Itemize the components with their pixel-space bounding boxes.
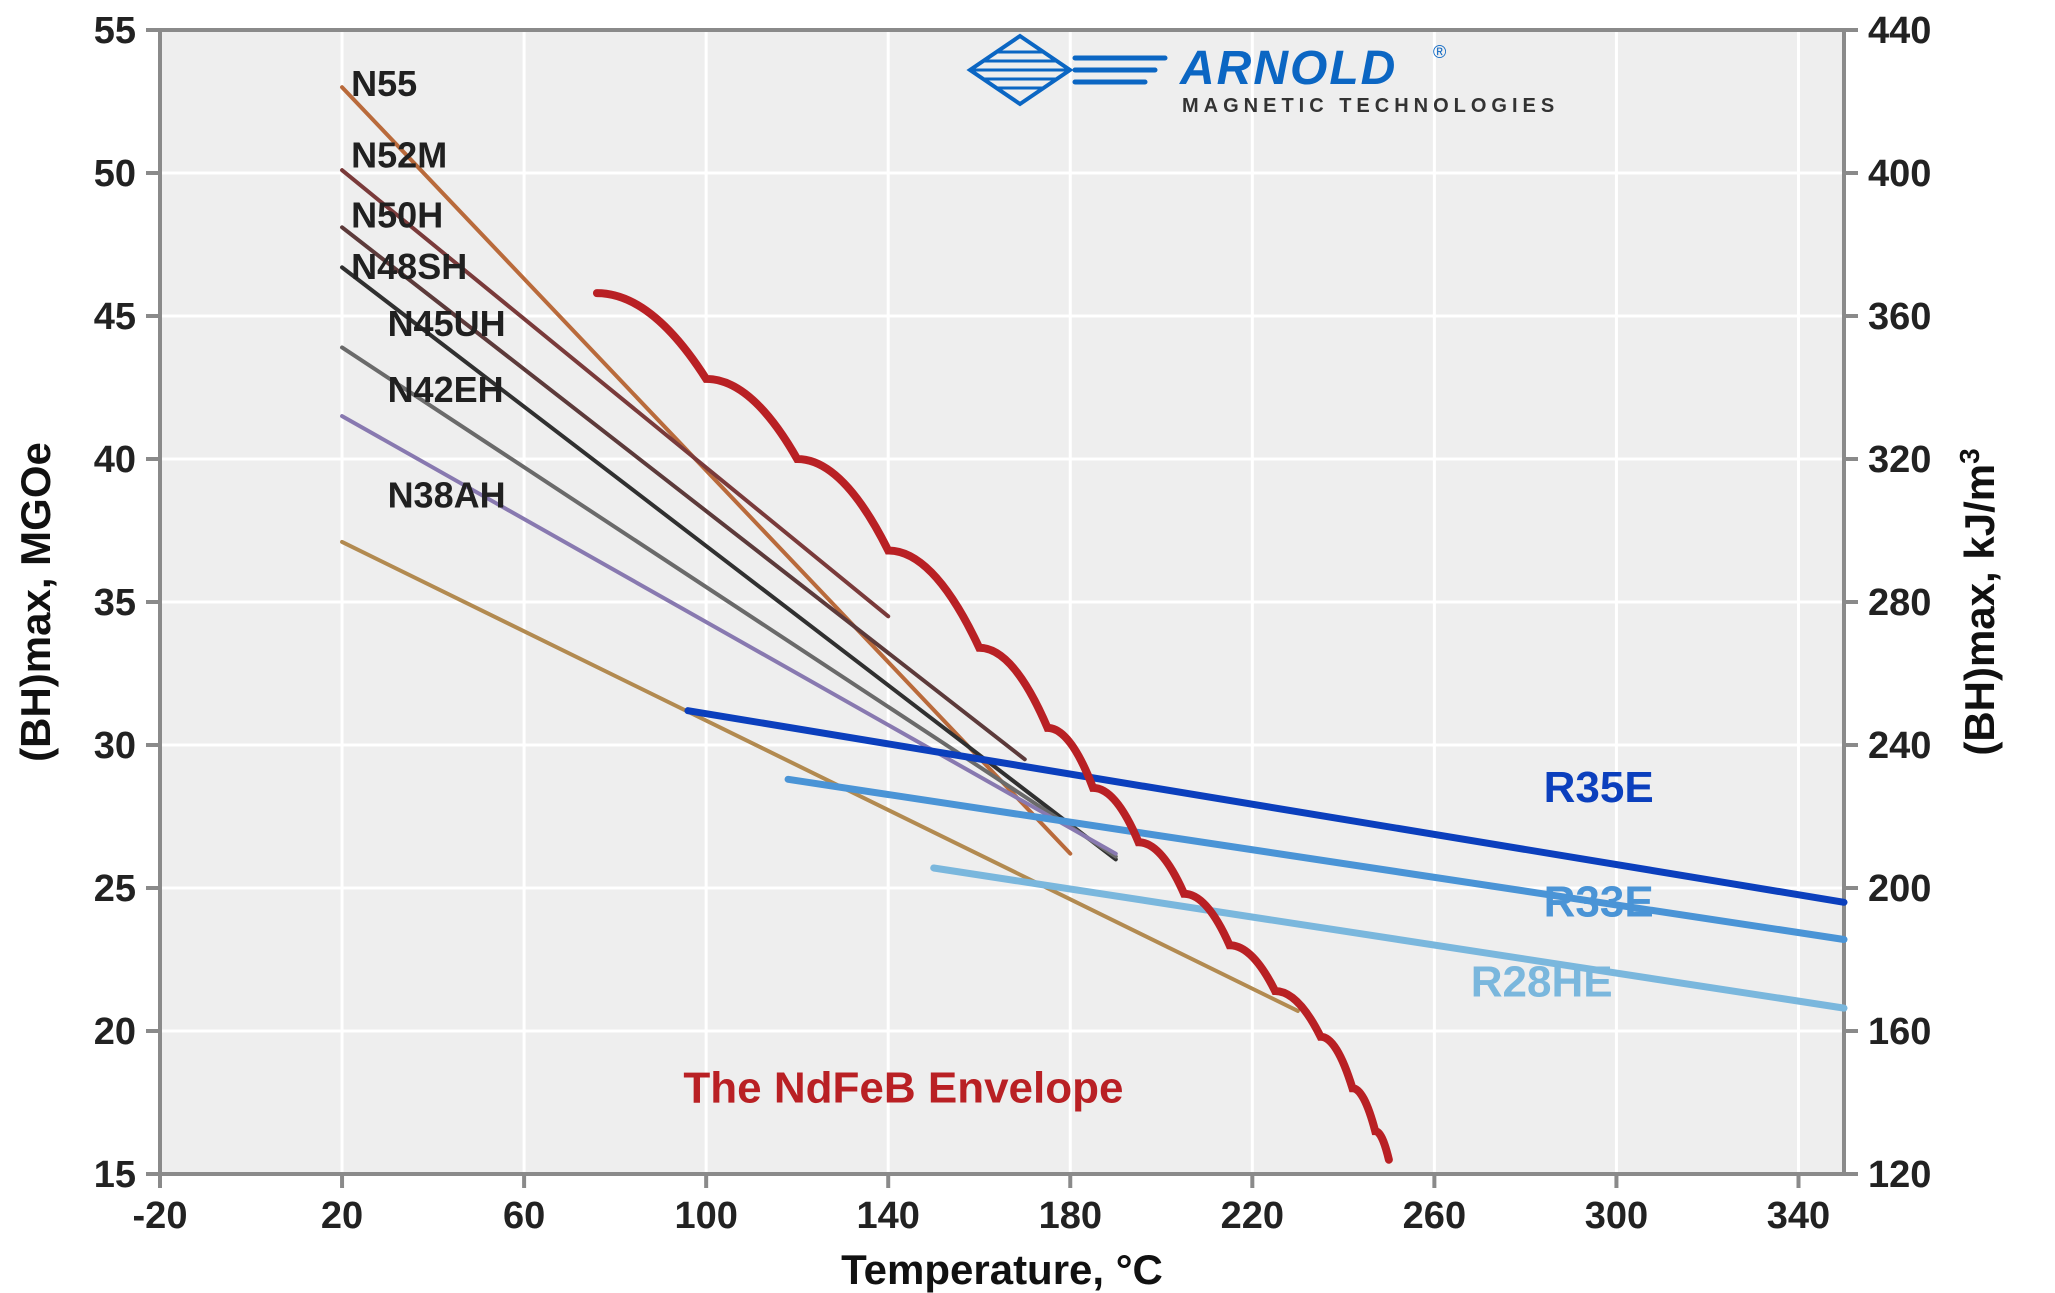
x-tick-label: 340 [1767,1195,1830,1237]
y-left-tick-label: 45 [94,296,136,338]
envelope-annotation: The NdFeB Envelope [683,1064,1123,1113]
chart-container: -20 20 60 100 140 180 220 260 300 340 15 20 25 30 35 40… [0,0,2055,1293]
y-right-tick-label: 280 [1868,582,1931,624]
x-tick-label: 220 [1221,1195,1284,1237]
y-right-tick-label: 120 [1868,1154,1931,1196]
y-left-tick-label: 55 [94,10,136,52]
series-label-N45UH: N45UH [388,303,506,344]
series-label-N55: N55 [351,63,417,104]
y-right-tick-label: 360 [1868,296,1931,338]
y-left-axis-title: (BH)max, MGOe [12,442,59,762]
x-tick-label: 140 [857,1195,920,1237]
x-tick-label: 60 [503,1195,545,1237]
x-axis-title: Temperature, °C [841,1246,1163,1293]
y-right-tick-label: 200 [1868,868,1931,910]
x-tick-label: 180 [1039,1195,1102,1237]
y-right-tick-label: 160 [1868,1011,1931,1053]
x-tick-label: 260 [1403,1195,1466,1237]
logo-trademark: ® [1433,42,1446,62]
series-label-N42EH: N42EH [388,369,504,410]
y-left-tick-label: 30 [94,725,136,767]
y-left-tick-label: 25 [94,868,136,910]
y-right-tick-label: 400 [1868,153,1931,195]
chart-svg: -20 20 60 100 140 180 220 260 300 340 15 20 25 30 35 40… [0,0,2055,1293]
y-right-tick-label: 320 [1868,439,1931,481]
series-label-R35E: R35E [1544,763,1654,812]
series-label-R33E: R33E [1544,878,1654,927]
x-tick-label: -20 [133,1195,188,1237]
series-label-N38AH: N38AH [388,475,506,516]
logo-sub-text: MAGNETIC TECHNOLOGIES [1182,95,1559,117]
series-label-N48SH: N48SH [351,246,467,287]
x-tick-label: 20 [321,1195,363,1237]
logo-main-text: ARNOLD [1179,42,1397,95]
y-left-tick-label: 35 [94,582,136,624]
x-tick-label: 300 [1585,1195,1648,1237]
y-left-tick-label: 40 [94,439,136,481]
y-left-tick-label: 15 [94,1154,136,1196]
y-right-axis-title: (BH)max, kJ/m3 [1954,448,2004,755]
series-label-R28HE: R28HE [1471,958,1613,1007]
y-right-tick-label: 440 [1868,10,1931,52]
y-right-tick-label: 240 [1868,725,1931,767]
series-label-N50H: N50H [351,194,443,235]
y-left-tick-label: 20 [94,1011,136,1053]
series-label-N52M: N52M [351,134,447,175]
x-tick-label: 100 [674,1195,737,1237]
y-left-tick-label: 50 [94,153,136,195]
